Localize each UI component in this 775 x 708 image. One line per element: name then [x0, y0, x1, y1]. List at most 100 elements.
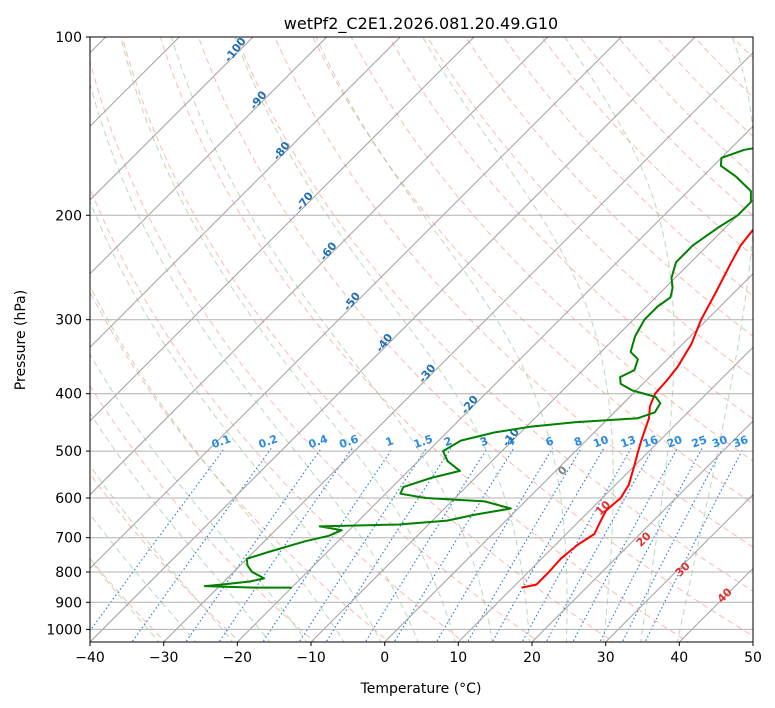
- y-tick-label: 600: [55, 491, 82, 507]
- dry-adiabat: [121, 37, 615, 642]
- adiabat-label: -100: [222, 35, 249, 65]
- dry-adiabat: [312, 37, 753, 505]
- dry-adiabat: [426, 37, 753, 379]
- dewpoint-line: [203, 147, 753, 589]
- mixing-ratio-line: [599, 448, 703, 642]
- x-tick-label: −40: [75, 650, 105, 666]
- x-tick-label: −20: [223, 650, 253, 666]
- dry-adiabat: [655, 37, 753, 138]
- moist-adiabat: [90, 464, 234, 642]
- x-tick-label: 10: [449, 650, 467, 666]
- adiabat-label: -90: [247, 88, 270, 112]
- adiabat-label: -40: [373, 331, 396, 355]
- x-tick-label: −10: [296, 650, 326, 666]
- mixing-ratio-label: 2: [442, 434, 454, 449]
- mixing-ratio-line: [393, 448, 515, 642]
- dry-adiabat: [732, 37, 753, 59]
- dry-adiabat: [388, 37, 753, 420]
- mixing-ratio-line: [621, 448, 723, 642]
- mixing-ratio-line: [466, 448, 582, 642]
- y-axis-label: Pressure (hPa): [13, 290, 29, 390]
- sounding-profiles: [203, 147, 753, 589]
- y-axis-ticks: 100 200 300 400 500 600 700 800 900 1000: [46, 30, 90, 638]
- mixing-ratio-line: [185, 448, 322, 642]
- chart-title: wetPf2_C2E1.2026.081.20.49.G10: [284, 14, 558, 34]
- x-tick-label: 50: [744, 650, 762, 666]
- mixing-ratio-label: 10: [591, 433, 610, 451]
- moist-adiabat: [422, 37, 614, 642]
- moist-adiabat-label: 20: [634, 529, 654, 549]
- mixing-ratio-label: 0.4: [307, 432, 330, 451]
- mixing-ratio-line: [262, 448, 393, 642]
- isotherm-line: [90, 37, 402, 349]
- mixing-ratio-label: 13: [619, 433, 638, 450]
- y-tick-label: 500: [55, 444, 82, 460]
- mixing-ratio-line: [90, 448, 225, 632]
- mixing-ratio-line: [131, 448, 272, 642]
- y-tick-label: 400: [55, 387, 82, 403]
- mixing-ratio-line: [325, 448, 452, 642]
- adiabat-label: -30: [416, 361, 439, 385]
- mixing-ratio-label: 20: [665, 433, 684, 451]
- dry-adiabat: [465, 37, 753, 338]
- dry-adiabat: [274, 37, 753, 548]
- mixing-ratio-label: 3: [478, 434, 490, 449]
- mixing-ratio-line: [298, 448, 427, 642]
- mixing-ratio-line: [435, 448, 553, 642]
- y-tick-label: 200: [55, 208, 82, 224]
- y-tick-label: 700: [55, 531, 82, 547]
- moist-adiabat-label: 30: [673, 559, 693, 579]
- mixing-ratio-label: 1.5: [412, 432, 435, 451]
- dry-adiabat: [90, 291, 391, 642]
- mixing-ratio-line: [545, 448, 654, 642]
- isotherm-line: [383, 272, 753, 642]
- x-tick-label: −30: [149, 650, 179, 666]
- dry-adiabat: [236, 37, 753, 592]
- mixing-ratio-line: [521, 448, 632, 642]
- mixing-ratio-line: [218, 448, 353, 642]
- y-tick-label: 800: [55, 565, 82, 581]
- adiabat-label: -80: [270, 139, 293, 163]
- y-tick-label: 100: [55, 30, 82, 46]
- isotherm-line: [90, 37, 696, 642]
- mixing-ratio-label: 0.2: [257, 432, 280, 451]
- mixing-ratio-line: [644, 448, 744, 642]
- dry-adiabat: [503, 37, 753, 297]
- isotherm-line: [90, 37, 254, 201]
- adiabat-label: -20: [459, 393, 482, 417]
- moist-adiabat: [90, 81, 419, 642]
- mixing-ratio-label: 30: [710, 433, 729, 451]
- x-tick-label: 20: [523, 650, 541, 666]
- mixing-ratio-label: 0.1: [210, 432, 233, 451]
- plot-frame: [89, 36, 754, 643]
- dry-adiabat: [90, 472, 241, 642]
- mixing-ratio-label: 16: [641, 433, 660, 451]
- dry-adiabat: [758, 24, 775, 645]
- isotherm-line: [752, 641, 753, 642]
- dry-adiabat: [579, 37, 753, 217]
- isotherm-line: [90, 37, 623, 570]
- y-tick-label: 1000: [46, 622, 82, 638]
- moist-adiabat: [90, 353, 308, 642]
- x-tick-label: 40: [670, 650, 688, 666]
- isotherm-line: [310, 199, 753, 642]
- mixing-ratio-label: 1: [384, 434, 396, 449]
- isotherm-line: [162, 51, 753, 642]
- moist-adiabat: [90, 412, 271, 642]
- isotherm-line: [457, 346, 753, 642]
- mixing-ratio-label: 36: [731, 433, 750, 451]
- isotherm-line: [604, 493, 753, 642]
- mixing-ratio-label: 8: [572, 434, 584, 449]
- x-axis-label: Temperature (°C): [360, 681, 482, 697]
- mixing-ratio-label: 6: [544, 434, 556, 449]
- moist-adiabat: [170, 37, 493, 642]
- isotherm-line: [90, 37, 549, 496]
- x-axis-ticks: −40 −30 −20 −10 0 10 20 30 40 50: [75, 642, 762, 666]
- dry-adiabat: [159, 37, 690, 642]
- x-tick-label: 30: [597, 650, 615, 666]
- mixing-ratio-label: 4: [505, 434, 517, 449]
- dry-adiabat: [197, 37, 753, 637]
- moist-adiabat: [315, 37, 568, 642]
- mixing-ratio-line: [572, 448, 678, 642]
